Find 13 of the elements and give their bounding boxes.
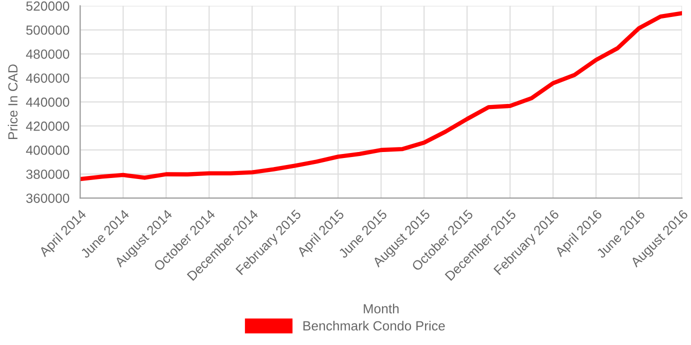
- x-axis-title: Month: [364, 304, 399, 314]
- y-tick-label: 460000: [26, 73, 70, 83]
- y-tick-label: 380000: [26, 170, 70, 179]
- y-tick-label: 420000: [26, 122, 70, 131]
- y-tick-label: 500000: [26, 25, 70, 35]
- y-tick-label: 520000: [26, 1, 70, 11]
- legend-label: Benchmark Condo Price: [303, 320, 445, 331]
- line-series: [80, 11, 682, 182]
- y-tick-label: 360000: [26, 194, 70, 203]
- y-tick-label: 440000: [26, 98, 70, 107]
- y-tick-label: 480000: [26, 49, 70, 59]
- y-axis-title: Price In CAD: [8, 64, 18, 139]
- y-tick-label: 400000: [26, 146, 70, 155]
